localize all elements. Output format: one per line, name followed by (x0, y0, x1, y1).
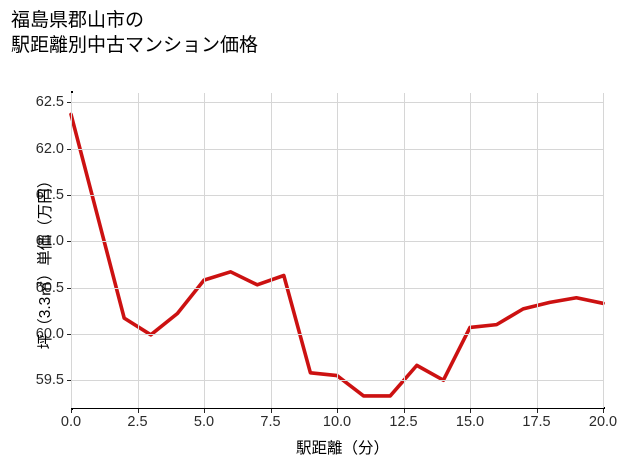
x-axis-label: 駅距離（分） (0, 436, 621, 458)
x-axis-label-text: 駅距離（分） (295, 440, 389, 457)
x-tick-label: 20.0 (588, 414, 618, 430)
y-tick-label: 61.5 (35, 186, 64, 203)
x-axis-spine (71, 407, 605, 409)
y-tick-label: 62.5 (35, 94, 64, 111)
y-tick-mark (67, 287, 71, 289)
y-tick-mark (67, 194, 71, 196)
y-tick-label: 62.0 (35, 140, 64, 157)
gridline-vertical (270, 93, 272, 408)
x-tick-mark (137, 409, 139, 413)
y-tick-label: 61.0 (35, 233, 64, 250)
x-tick-label: 7.5 (260, 414, 281, 430)
gridline-vertical (337, 93, 338, 408)
x-tick-mark (337, 409, 338, 413)
x-tick-mark (204, 409, 205, 413)
gridline-vertical (536, 93, 538, 408)
y-tick-mark (67, 102, 71, 104)
x-tick-label: 5.0 (193, 414, 215, 430)
x-tick-mark (403, 409, 405, 413)
y-tick-label: 60.0 (35, 325, 64, 342)
page-title: 福島県郡山市の 駅距離別中古マンション価格 (11, 10, 259, 57)
gridline-vertical (603, 93, 604, 408)
x-tick-label: 10.0 (322, 414, 352, 430)
x-tick-mark (536, 409, 538, 413)
gridline-vertical (204, 93, 205, 408)
y-tick-label: 59.5 (35, 372, 64, 389)
x-tick-label: 0.0 (60, 414, 82, 430)
gridline-vertical (403, 93, 405, 408)
x-tick-mark (71, 409, 72, 413)
plot-area (69, 93, 605, 408)
x-tick-mark (603, 409, 604, 413)
x-tick-label: 15.0 (455, 414, 485, 430)
y-tick-mark (67, 333, 71, 335)
y-tick-mark (67, 241, 71, 243)
x-tick-label: 2.5 (127, 414, 148, 430)
x-tick-label: 17.5 (522, 414, 551, 430)
y-tick-label: 60.5 (35, 279, 64, 296)
gridline-vertical (71, 93, 72, 408)
y-tick-mark (67, 380, 71, 382)
y-axis-label: 坪（3.3㎡）単価（万円） (37, 172, 54, 350)
x-tick-label: 12.5 (389, 414, 418, 430)
x-tick-mark (470, 409, 471, 413)
gridline-vertical (137, 93, 139, 408)
y-tick-mark (67, 148, 71, 150)
gridline-vertical (470, 93, 471, 408)
x-tick-mark (270, 409, 272, 413)
